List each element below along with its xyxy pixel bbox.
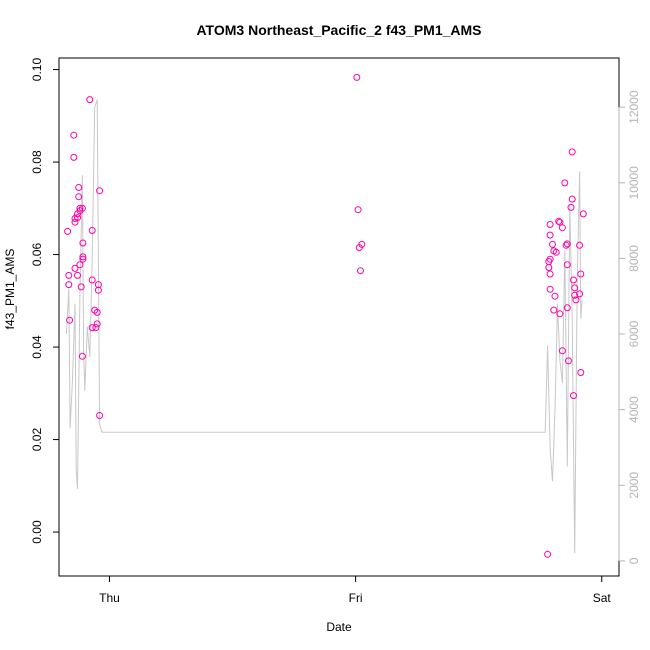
data-point (77, 283, 85, 291)
data-point (546, 270, 554, 278)
data-point (556, 310, 564, 318)
data-point (567, 203, 575, 211)
points-layer (64, 73, 587, 558)
x-tick-label: Thu (99, 591, 120, 605)
secondary-series-line (65, 99, 583, 554)
data-point (79, 253, 87, 261)
data-point (357, 267, 364, 275)
data-point (565, 357, 572, 365)
data-point (570, 276, 577, 284)
data-point (546, 231, 554, 239)
y2-tick-label: 10000 (627, 166, 641, 200)
y-tick-label: 0.10 (30, 58, 44, 82)
data-point (78, 352, 86, 360)
data-point (76, 261, 84, 269)
data-point (75, 184, 83, 191)
y2-axis: 0 2000 4000 6000 8000 10000 12000 (618, 90, 641, 564)
data-point (552, 248, 560, 256)
data-point (563, 261, 571, 269)
y-axis: 0.00 0.02 0.04 0.06 0.08 0.10 (30, 58, 60, 544)
data-point (74, 214, 81, 222)
data-point (550, 306, 558, 314)
data-point (563, 240, 571, 248)
data-point (66, 316, 74, 324)
data-point (96, 412, 104, 419)
data-point (556, 218, 564, 226)
data-point (76, 204, 84, 212)
data-point (571, 291, 579, 299)
data-point (88, 276, 96, 284)
data-point (561, 179, 569, 187)
data-point (71, 264, 79, 272)
data-point (92, 324, 100, 332)
data-point (577, 369, 585, 376)
data-point (65, 271, 73, 279)
data-point (75, 193, 83, 201)
data-point (549, 240, 556, 248)
secondary-series-layer (65, 99, 583, 554)
data-point (353, 73, 361, 81)
y-tick-label: 0.08 (30, 150, 44, 174)
data-point (544, 550, 552, 558)
data-point (571, 284, 579, 292)
data-point (551, 292, 559, 300)
data-point (70, 131, 78, 139)
data-point (93, 308, 101, 316)
y2-tick-label: 8000 (627, 245, 641, 272)
data-point (568, 148, 576, 156)
data-point (96, 187, 104, 195)
data-point (579, 210, 587, 218)
data-point (568, 195, 576, 203)
data-point (546, 285, 554, 293)
y-tick-label: 0.02 (30, 428, 44, 452)
plot-frame (58, 57, 620, 577)
y2-tick-label: 4000 (627, 396, 641, 423)
data-point (562, 241, 570, 249)
data-point (555, 217, 563, 225)
data-point (358, 240, 366, 248)
x-tick-label: Sat (593, 591, 612, 605)
y2-tick-label: 6000 (627, 320, 641, 347)
data-point (354, 206, 362, 214)
chart-title: ATOM3 Northeast_Pacific_2 f43_PM1_AMS (196, 22, 481, 38)
data-point (558, 347, 566, 355)
x-axis-label: Date (326, 620, 352, 634)
x-axis: Thu Fri Sat (99, 575, 612, 605)
data-point (576, 241, 584, 249)
y-tick-label: 0.04 (30, 335, 44, 359)
data-point (86, 96, 94, 104)
y2-tick-label: 12000 (627, 90, 641, 124)
data-point (576, 290, 584, 298)
data-point (88, 324, 96, 332)
data-point (70, 153, 78, 161)
data-point (93, 320, 101, 328)
data-point (558, 224, 566, 232)
data-point (563, 304, 571, 312)
y-tick-label: 0.06 (30, 243, 44, 267)
y2-tick-label: 0 (627, 557, 641, 564)
data-point (65, 281, 73, 289)
y-tick-label: 0.00 (30, 520, 44, 544)
x-tick-label: Fri (349, 591, 363, 605)
data-point (74, 271, 81, 279)
data-point (88, 227, 96, 234)
data-point (78, 204, 86, 212)
data-point (64, 227, 72, 235)
data-point (546, 221, 554, 228)
data-point (94, 286, 102, 294)
data-point (79, 255, 87, 263)
data-point (570, 392, 577, 400)
data-point (79, 239, 87, 247)
data-point (572, 296, 580, 304)
y2-tick-label: 2000 (627, 472, 641, 499)
data-point (577, 270, 585, 278)
y-axis-label: f43_PM1_AMS (3, 249, 17, 330)
data-point (545, 264, 553, 271)
data-point (546, 255, 554, 263)
